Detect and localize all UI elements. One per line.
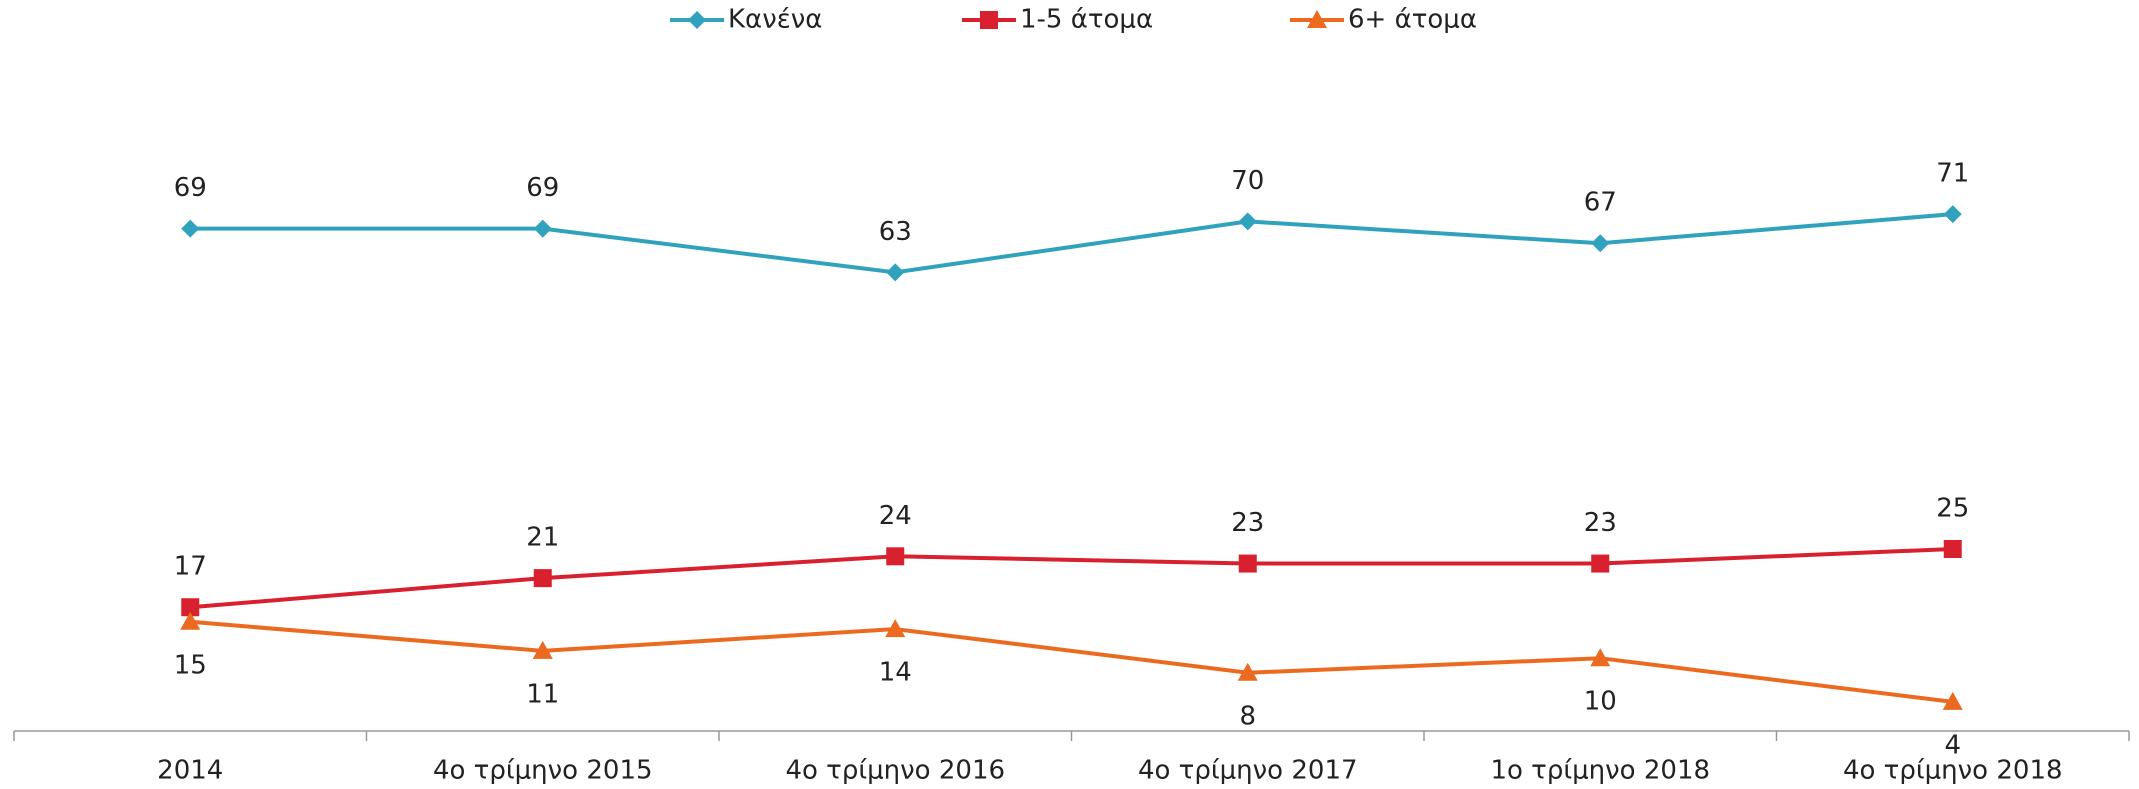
x-tick-label: 4ο τρίμηνο 2017	[1138, 756, 1358, 786]
marker	[886, 263, 905, 282]
marker	[1237, 662, 1258, 681]
marker	[1943, 540, 1962, 558]
data-label: 25	[1936, 494, 1969, 524]
data-label: 71	[1936, 159, 1969, 189]
data-label: 15	[174, 650, 207, 680]
data-label: 67	[1584, 188, 1617, 218]
x-tick-label: 1ο τρίμηνο 2018	[1490, 756, 1710, 786]
data-label: 23	[1584, 508, 1617, 538]
data-label: 11	[526, 679, 559, 709]
data-label: 17	[174, 552, 207, 582]
x-tick-label: 4ο τρίμηνο 2016	[785, 756, 1005, 786]
x-tick-label: 4ο τρίμηνο 2015	[433, 756, 653, 786]
data-label: 10	[1584, 687, 1617, 717]
marker	[181, 219, 200, 238]
data-label: 14	[879, 658, 912, 688]
data-label: 8	[1239, 701, 1256, 731]
series-line	[190, 619, 1953, 704]
marker	[1307, 10, 1327, 28]
marker	[180, 611, 201, 630]
marker	[532, 640, 553, 659]
series-line	[190, 212, 1953, 275]
series-line	[190, 547, 1953, 610]
legend-label: 1-5 άτομα	[1020, 5, 1153, 35]
data-label: 69	[526, 173, 559, 203]
marker	[533, 219, 552, 238]
marker	[1591, 554, 1610, 573]
x-tick-label: 2014	[157, 756, 223, 786]
marker	[688, 11, 706, 29]
marker	[1943, 205, 1962, 224]
data-label: 63	[879, 217, 912, 247]
data-label: 69	[174, 173, 207, 203]
data-label: 70	[1231, 166, 1264, 196]
legend-label: Κανένα	[728, 5, 822, 35]
marker	[885, 619, 906, 638]
marker	[1591, 234, 1610, 253]
data-label: 4	[1944, 730, 1961, 760]
marker	[1942, 691, 1963, 710]
marker	[1590, 648, 1611, 667]
marker	[1238, 212, 1257, 231]
marker	[533, 569, 552, 588]
data-label: 21	[526, 523, 559, 553]
data-label: 23	[1231, 508, 1264, 538]
marker	[1238, 554, 1257, 573]
data-label: 24	[879, 501, 912, 531]
marker	[980, 11, 998, 29]
x-tick-label: 4ο τρίμηνο 2018	[1843, 756, 2063, 786]
marker	[181, 598, 200, 617]
legend-label: 6+ άτομα	[1348, 5, 1477, 35]
marker	[886, 547, 905, 566]
